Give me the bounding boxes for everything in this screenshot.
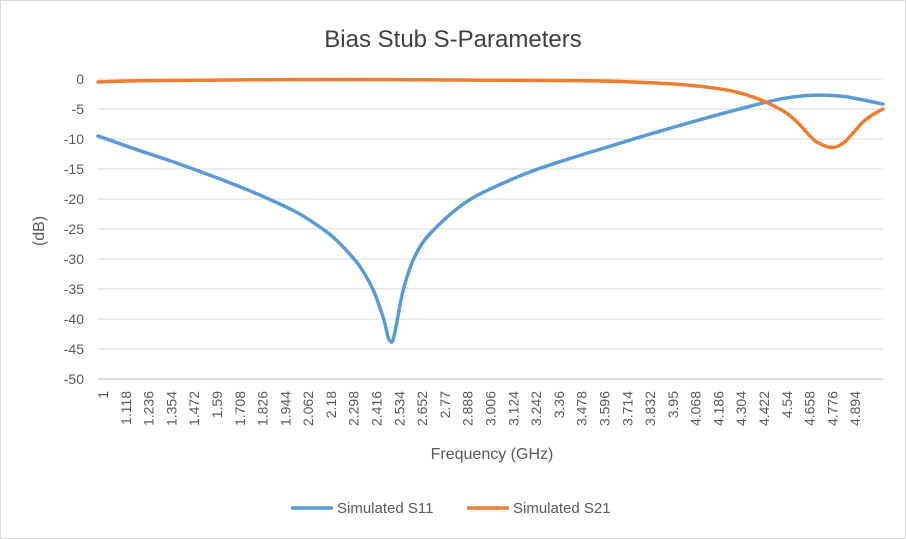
y-tick-label: -35 bbox=[64, 281, 84, 297]
x-tick-label: 4.422 bbox=[756, 391, 772, 426]
x-tick-label: 2.416 bbox=[369, 391, 385, 426]
x-tick-label: 2.888 bbox=[460, 391, 476, 426]
x-tick-label: 3.478 bbox=[574, 391, 590, 426]
x-tick-label: 1.354 bbox=[163, 391, 179, 426]
x-axis-title: Frequency (GHz) bbox=[431, 446, 554, 463]
x-tick-label: 4.068 bbox=[688, 391, 704, 426]
x-tick-label: 3.596 bbox=[596, 391, 612, 426]
x-tick-label: 4.658 bbox=[802, 391, 818, 426]
x-tick-label: 1 bbox=[95, 391, 111, 399]
y-axis-tick-labels: 0 -5 -10 -15 -20 -25 -30 -35 -40 -45 -50 bbox=[64, 71, 84, 387]
x-tick-label: 3.124 bbox=[505, 391, 521, 426]
x-tick-label: 3.714 bbox=[619, 391, 635, 426]
y-tick-label: -50 bbox=[64, 371, 84, 387]
y-tick-label: -10 bbox=[64, 131, 84, 147]
x-tick-label: 2.77 bbox=[437, 391, 453, 418]
x-tick-label: 4.894 bbox=[847, 391, 863, 426]
x-tick-label: 3.242 bbox=[528, 391, 544, 426]
y-tick-label: -15 bbox=[64, 161, 84, 177]
series-line-s21 bbox=[96, 77, 885, 150]
chart-title: Bias Stub S-Parameters bbox=[324, 26, 581, 53]
x-tick-label: 3.36 bbox=[551, 391, 567, 418]
y-tick-label: -5 bbox=[72, 101, 85, 117]
x-tick-label: 2.062 bbox=[300, 391, 316, 426]
x-tick-label: 2.534 bbox=[391, 391, 407, 426]
series-line-s11 bbox=[96, 93, 885, 344]
gridlines bbox=[98, 78, 883, 380]
legend: Simulated S11 Simulated S21 bbox=[291, 500, 611, 517]
x-tick-label: 1.59 bbox=[209, 391, 225, 418]
x-tick-label: 3.006 bbox=[483, 391, 499, 426]
x-tick-label: 3.95 bbox=[665, 391, 681, 418]
x-tick-label: 3.832 bbox=[642, 391, 658, 426]
x-tick-label: 2.652 bbox=[414, 391, 430, 426]
x-tick-label: 2.18 bbox=[323, 391, 339, 418]
x-tick-label: 1.826 bbox=[255, 391, 271, 426]
x-tick-label: 1.472 bbox=[186, 391, 202, 426]
x-tick-label: 1.118 bbox=[118, 391, 134, 425]
x-tick-label: 2.298 bbox=[346, 391, 362, 426]
y-axis-title: (dB) bbox=[31, 216, 48, 246]
y-tick-label: -20 bbox=[64, 191, 84, 207]
legend-label: Simulated S11 bbox=[337, 500, 433, 517]
legend-label: Simulated S21 bbox=[513, 500, 611, 517]
y-tick-label: -45 bbox=[64, 341, 84, 357]
x-tick-label: 1.236 bbox=[141, 391, 157, 426]
y-tick-label: -30 bbox=[64, 251, 84, 267]
y-tick-label: -40 bbox=[64, 311, 84, 327]
x-tick-label: 4.54 bbox=[779, 391, 795, 418]
x-tick-label: 4.776 bbox=[824, 391, 840, 426]
series-lines bbox=[96, 77, 885, 344]
x-tick-label: 4.186 bbox=[710, 391, 726, 426]
x-tick-label: 4.304 bbox=[733, 391, 749, 426]
x-tick-label: 1.944 bbox=[277, 391, 293, 426]
x-tick-label: 1.708 bbox=[232, 391, 248, 426]
y-tick-label: -25 bbox=[64, 221, 84, 237]
y-tick-label: 0 bbox=[76, 71, 84, 87]
x-axis-tick-labels: 1 1.118 1.236 1.354 1.472 1.59 1.708 1.826 1.944… bbox=[95, 391, 863, 426]
